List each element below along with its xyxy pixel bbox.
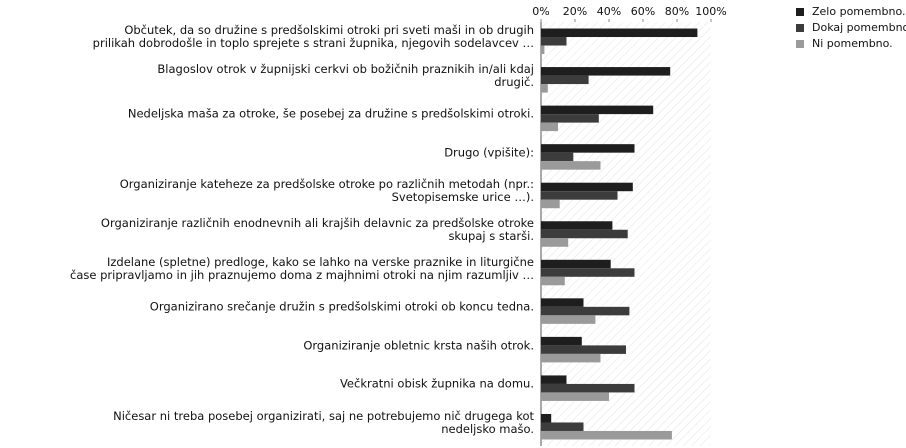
x-tick-label: 60% [631,5,655,18]
bar [541,182,633,192]
x-tick-label: 100% [695,5,726,18]
bar [541,75,589,85]
bar [541,375,567,384]
y-tick-label: Organiziranje različnih enodnevnih ali k… [100,216,534,243]
legend-swatch [796,24,804,32]
bar [541,84,548,93]
legend-swatch [796,8,804,16]
bar [541,114,599,123]
bar [541,229,628,239]
y-tick-label: Občutek, da so družine s predšolskimi ot… [92,23,534,51]
y-tick-label: Nedeljska maša za otroke, še posebej za … [127,106,534,121]
bar [541,122,558,132]
bar [541,238,569,247]
bar [541,315,596,324]
x-tick-label: 20% [563,5,587,18]
bar [541,45,545,55]
x-tick-label: 40% [597,5,621,18]
y-tick-label: Organizirano srečanje družin s predšolsk… [149,299,534,314]
x-tick-label: 80% [665,5,689,18]
bar [541,298,584,307]
bar [541,161,601,170]
bar [541,28,698,38]
legend-label: Zelo pomembno. [812,5,905,18]
bar [541,191,618,200]
bar [541,152,574,162]
bar [541,422,584,431]
y-tick-label: Organiziranje kateheze za predšolske otr… [119,177,534,205]
bar [541,199,560,209]
bar [541,37,567,46]
bar [541,67,671,76]
bar [541,392,609,401]
bar [541,353,601,363]
legend-label: Ni pomembno. [812,37,893,50]
bar [541,144,635,153]
bar [541,259,611,269]
bar [541,430,672,440]
bar [541,268,635,277]
y-tick-label: Blagoslov otrok v župnijski cerkvi ob bo… [157,61,534,89]
bar [541,105,654,115]
legend-swatch [796,40,804,48]
bar [541,336,582,346]
bar [541,345,626,354]
y-tick-label: Drugo (vpišite): [444,145,534,160]
bar [541,221,613,230]
bar [541,383,635,393]
y-tick-label: Organiziranje obletnic krsta naših otrok… [303,338,534,353]
x-tick-label: 0% [532,5,549,18]
bar [541,413,552,423]
bar [541,306,630,316]
bar [541,276,565,286]
legend-label: Dokaj pomembno. [812,21,906,34]
y-tick-label: Izdelane (spletne) predloge, kako se lah… [70,254,534,282]
y-tick-label: Večkratni obisk župnika na domu. [339,376,534,391]
y-tick-label: Ničesar ni treba posebej organizirati, s… [113,408,534,436]
